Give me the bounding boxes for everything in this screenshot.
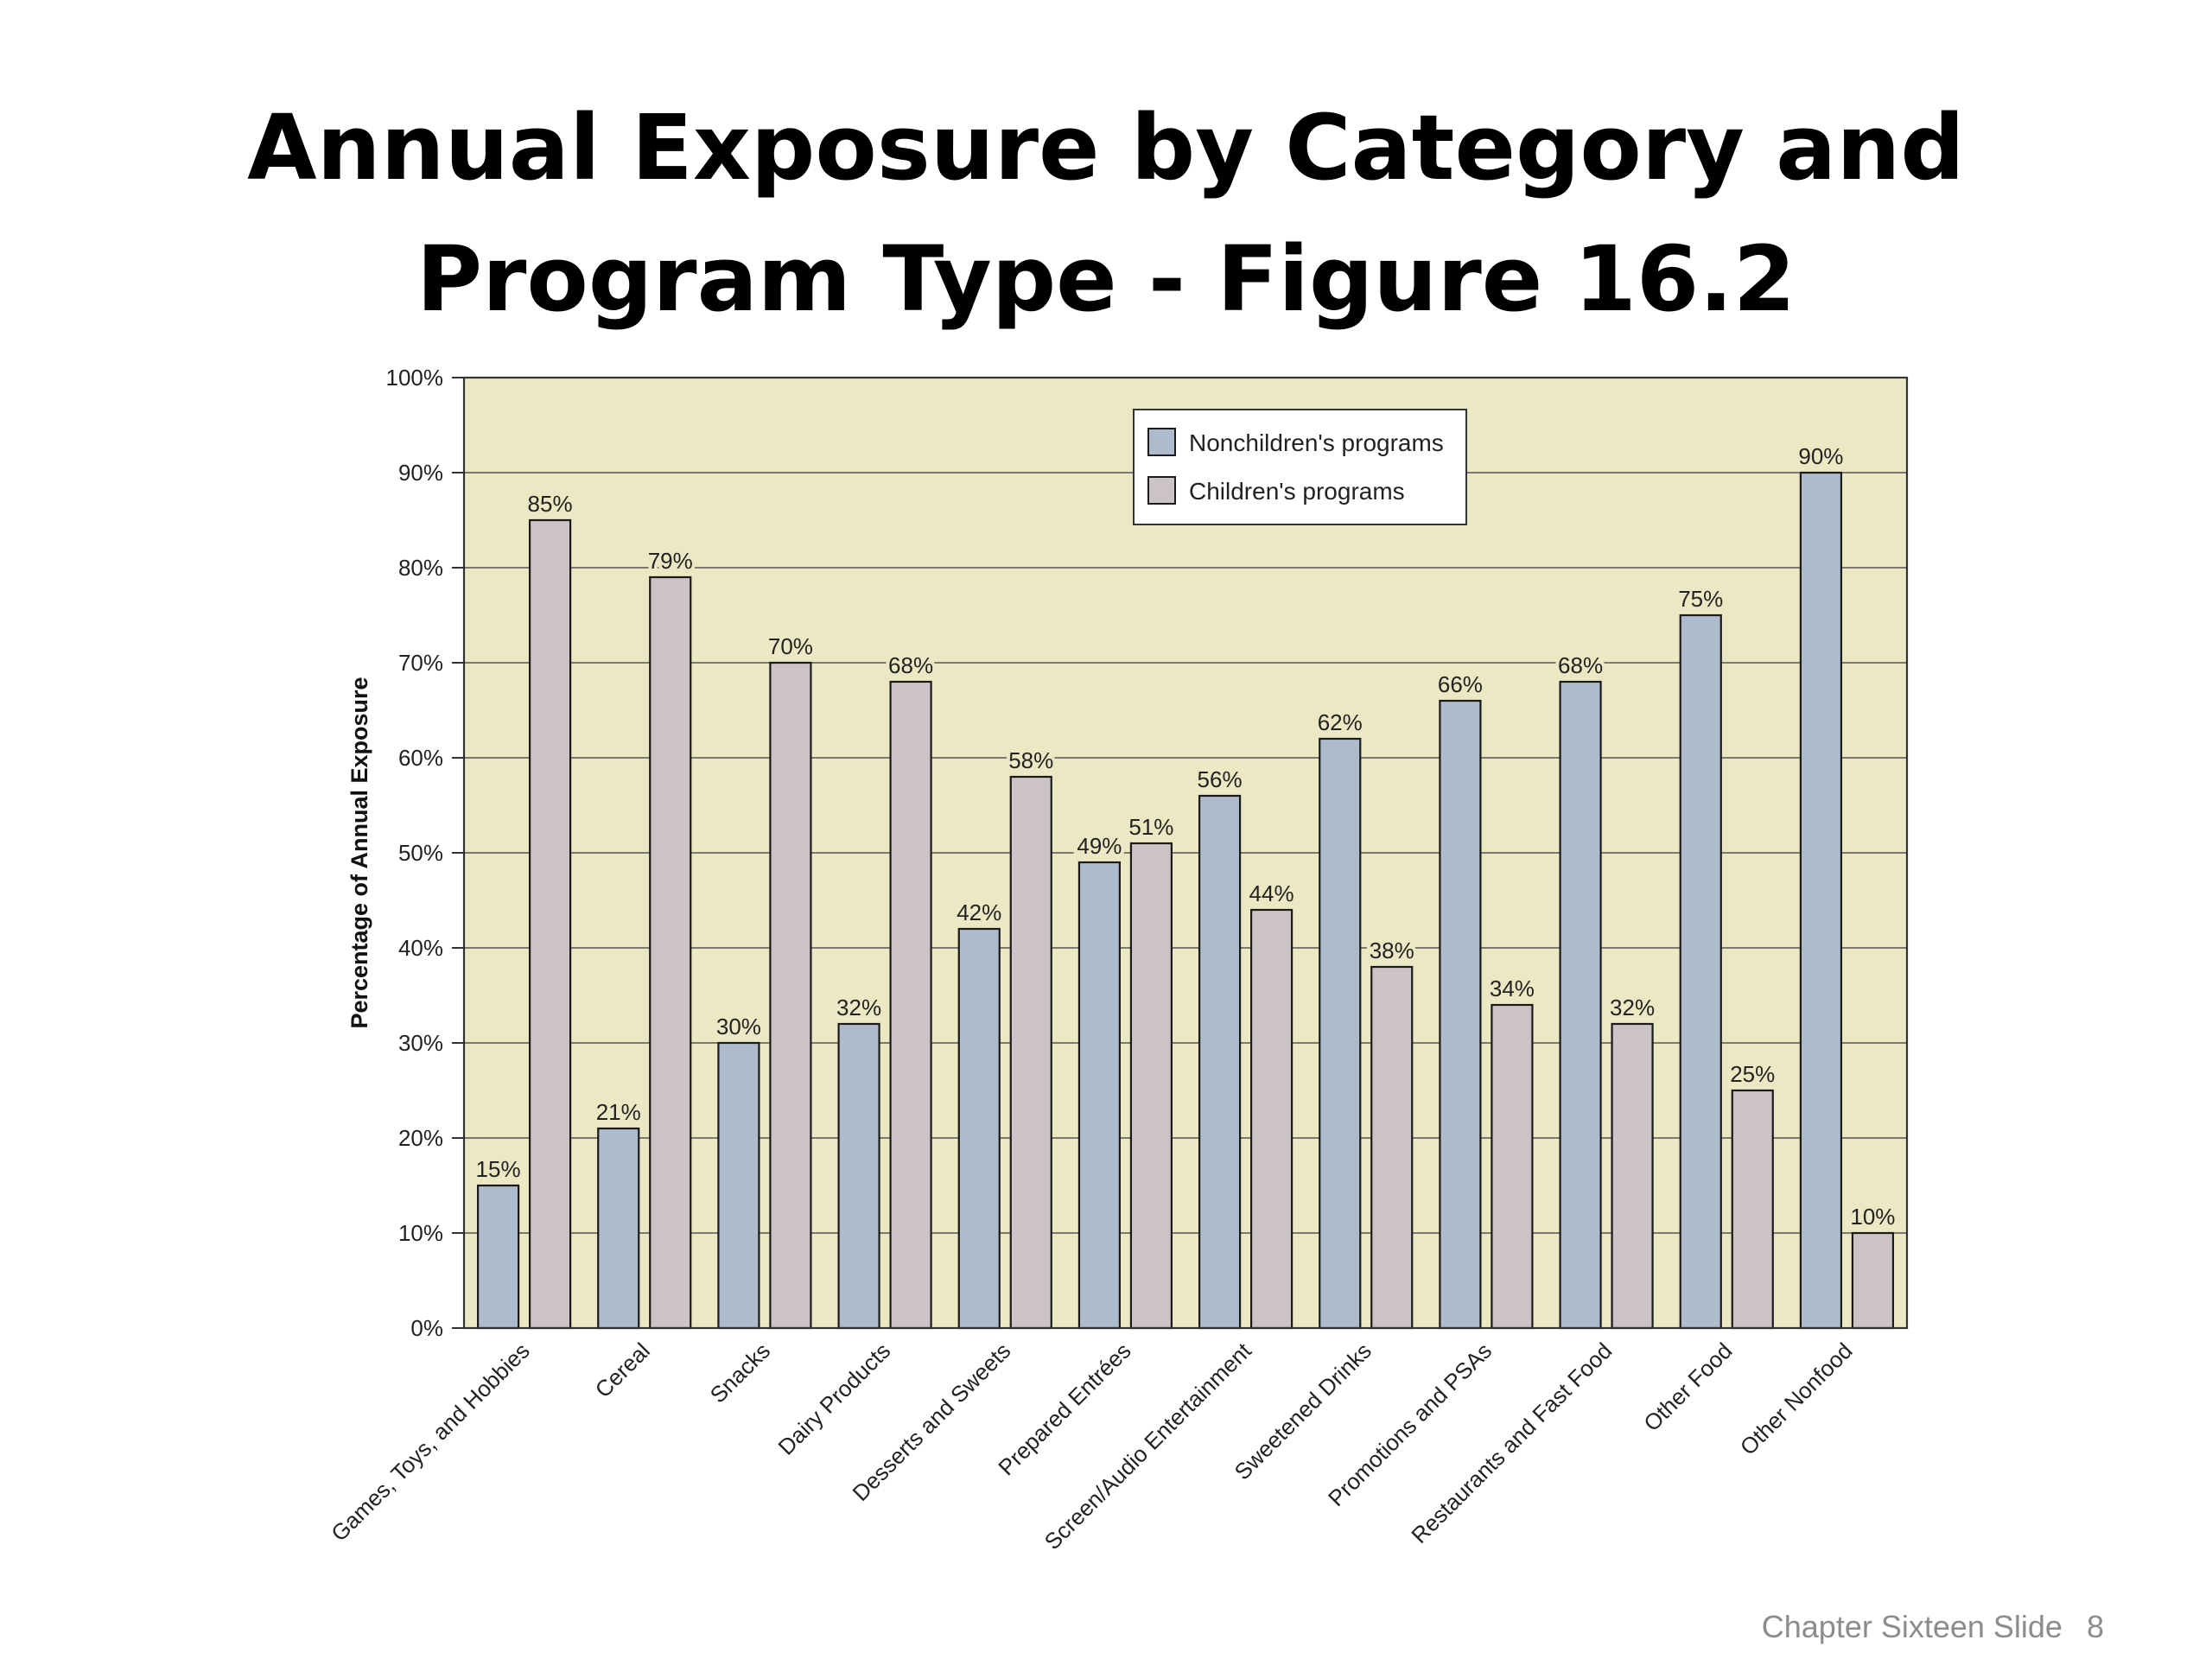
bar-children — [1731, 1089, 1774, 1330]
slide-title: Annual Exposure by Category and Program … — [0, 82, 2212, 345]
y-tick-label: 10% — [398, 1220, 443, 1246]
bar-nonchildren — [1559, 680, 1602, 1330]
data-label: 42% — [957, 899, 1001, 925]
bar-children — [528, 518, 572, 1330]
bar-children — [1009, 775, 1052, 1330]
slide-title-line-2: Program Type - Figure 16.2 — [416, 226, 1796, 332]
bar-children — [1611, 1022, 1654, 1330]
y-tick-label: 40% — [398, 935, 443, 961]
bar-nonchildren — [1319, 737, 1362, 1330]
data-label: 30% — [716, 1014, 761, 1039]
x-tick-label: Other Food — [1638, 1338, 1737, 1436]
bar-nonchildren — [476, 1184, 520, 1330]
data-label: 38% — [1370, 938, 1414, 963]
bar-nonchildren — [1198, 794, 1242, 1330]
data-label: 21% — [596, 1099, 641, 1125]
x-tick-label: Other Nonfood — [1735, 1338, 1858, 1460]
bar-nonchildren — [1439, 699, 1482, 1330]
legend: Nonchildren's programs Children's program… — [1133, 409, 1467, 525]
data-label: 34% — [1490, 976, 1535, 1001]
data-label: 51% — [1128, 814, 1173, 840]
bar-nonchildren — [957, 927, 1001, 1330]
bar-children — [1370, 965, 1414, 1330]
bar-nonchildren — [597, 1127, 640, 1330]
bar-nonchildren — [1679, 613, 1722, 1330]
x-tick-label: Prepared Entrées — [993, 1338, 1135, 1480]
data-label: 10% — [1850, 1204, 1895, 1230]
data-label: 49% — [1077, 833, 1122, 859]
slide-number: 8 — [2086, 1609, 2104, 1644]
bar-nonchildren — [717, 1041, 760, 1330]
y-tick-label: 90% — [398, 460, 443, 486]
y-tick-label: 70% — [398, 650, 443, 676]
data-label: 75% — [1678, 586, 1723, 612]
x-tick-label: Games, Toys, and Hobbies — [326, 1338, 535, 1547]
bar-nonchildren — [837, 1022, 880, 1330]
legend-swatch-children — [1147, 476, 1176, 505]
data-label: 66% — [1438, 671, 1483, 697]
plot-border — [462, 376, 1909, 1330]
data-label: 32% — [1610, 995, 1655, 1020]
data-label: 79% — [648, 548, 693, 574]
data-label: 25% — [1730, 1061, 1775, 1087]
bar-children — [889, 680, 932, 1330]
x-tick-label: Restaurants and Fast Food — [1406, 1338, 1617, 1548]
bar-children — [1129, 842, 1173, 1330]
y-tick-label: 0% — [410, 1315, 443, 1341]
y-axis-label: Percentage of Annual Exposure — [346, 677, 372, 1028]
legend-label: Children's programs — [1189, 478, 1405, 505]
bar-nonchildren — [1077, 861, 1122, 1330]
data-label: 68% — [1558, 652, 1603, 678]
data-label: 58% — [1008, 747, 1053, 773]
x-tick-label: Dairy Products — [773, 1338, 896, 1460]
legend-swatch-nonchildren — [1147, 428, 1176, 456]
data-label: 44% — [1249, 880, 1294, 906]
data-label: 32% — [836, 995, 881, 1020]
bar-children — [769, 661, 812, 1330]
data-label: 56% — [1198, 766, 1243, 792]
data-label: 68% — [888, 652, 933, 678]
y-tick-label: 30% — [398, 1030, 443, 1056]
y-tick-label: 60% — [398, 745, 443, 771]
bar-children — [649, 575, 692, 1330]
slide-title-line-1: Annual Exposure by Category and — [247, 95, 1965, 200]
data-label: 15% — [476, 1156, 521, 1182]
legend-box — [1133, 409, 1467, 525]
data-label: 62% — [1318, 709, 1363, 735]
bar-children — [1249, 908, 1294, 1330]
x-tick-label: Screen/Audio Entertainment — [1039, 1337, 1257, 1554]
slide-footer: Chapter Sixteen Slide 8 — [1762, 1609, 2104, 1645]
y-tick-label: 100% — [386, 365, 444, 391]
y-tick-label: 50% — [398, 840, 443, 866]
bar-nonchildren — [1799, 471, 1843, 1330]
y-tick-label: 20% — [398, 1125, 443, 1151]
data-label: 90% — [1798, 443, 1843, 469]
data-label: 70% — [768, 633, 813, 659]
y-tick-label: 80% — [398, 555, 443, 581]
footer-text: Chapter Sixteen Slide — [1761, 1609, 2063, 1644]
x-tick-label: Cereal — [590, 1338, 655, 1402]
x-tick-label: Snacks — [705, 1338, 776, 1408]
legend-label: Nonchildren's programs — [1189, 429, 1444, 456]
bar-children — [1491, 1003, 1534, 1330]
bar-children — [1851, 1231, 1895, 1330]
data-label: 85% — [528, 491, 573, 517]
